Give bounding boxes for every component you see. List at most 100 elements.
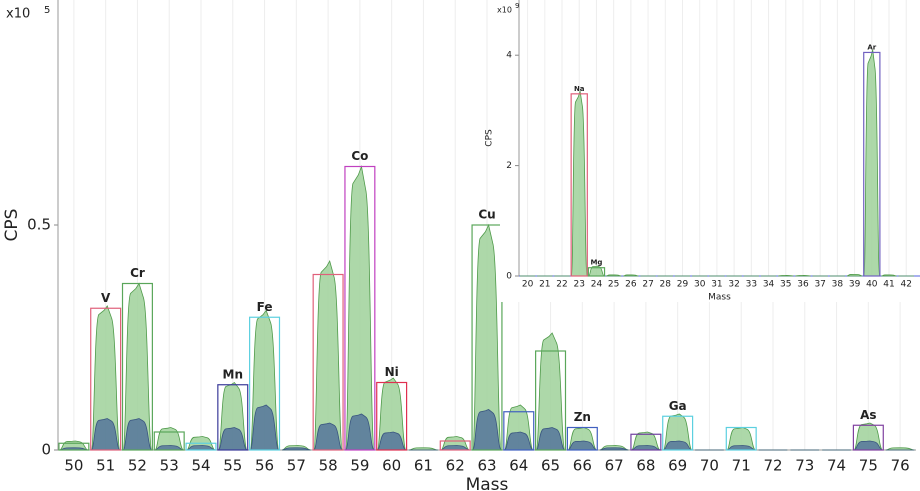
scale-base: x10 (497, 6, 512, 15)
peak (853, 440, 883, 451)
x-tick-label: 65 (541, 457, 560, 475)
x-tick-label: 60 (382, 457, 401, 475)
peak (376, 377, 407, 451)
peak (154, 427, 184, 451)
peak-box (566, 426, 598, 451)
peak (90, 418, 121, 451)
scale-exponent: 9 (515, 2, 519, 10)
peak (313, 259, 343, 451)
peak-box (630, 433, 662, 451)
x-tick-label: 36 (797, 280, 809, 290)
peak-box (185, 442, 217, 451)
x-tick-label: 29 (677, 280, 689, 290)
peak-box (471, 224, 503, 451)
peak (535, 427, 566, 451)
peak (846, 273, 863, 277)
x-tick-label: 67 (605, 457, 624, 475)
peak (249, 404, 280, 451)
x-tick-label: 68 (636, 457, 655, 475)
x-tick-label: 53 (160, 457, 179, 475)
peak (154, 445, 184, 451)
peak (345, 165, 375, 451)
peak (282, 447, 311, 451)
x-tick-label: 37 (814, 280, 825, 290)
x-tick-label: 28 (660, 280, 672, 290)
element-label: Mn (223, 367, 243, 381)
peak-box (90, 307, 122, 451)
peak-box (376, 381, 408, 451)
y-tick-label: 0 (41, 441, 51, 459)
x-tick-label: 57 (287, 457, 306, 475)
x-tick-label: 72 (763, 457, 782, 475)
peak (795, 275, 811, 277)
peak-box (662, 415, 694, 451)
peak (567, 440, 597, 451)
peak (571, 90, 588, 277)
peak (345, 413, 375, 451)
element-label: Ar (867, 43, 876, 51)
peak (588, 265, 605, 277)
peak (605, 274, 622, 277)
x-tick-label: 32 (728, 280, 739, 290)
x-tick-label: 26 (625, 280, 637, 290)
y-tick-label: 0.5 (27, 216, 51, 234)
x-tick-label: 62 (446, 457, 465, 475)
peak (472, 409, 502, 451)
x-tick-label: 76 (891, 457, 910, 475)
peak (504, 431, 534, 451)
peak-box (535, 350, 567, 451)
element-label: Ni (385, 365, 399, 379)
peak (662, 413, 693, 451)
peak (313, 422, 343, 451)
x-tick-label: 41 (883, 280, 894, 290)
peak (122, 418, 153, 451)
element-label: Zn (574, 410, 591, 424)
peak (599, 447, 629, 451)
peak (631, 445, 661, 451)
x-tick-label: 38 (832, 280, 844, 290)
element-label: V (101, 291, 111, 305)
x-tick-label: 40 (866, 280, 878, 290)
peak (535, 332, 566, 451)
scale-base: x10 (6, 7, 30, 22)
peak-box (725, 426, 757, 451)
x-tick-label: 64 (509, 457, 528, 475)
x-tick-label: 42 (901, 280, 912, 290)
peak (440, 445, 470, 451)
x-tick-label: 66 (573, 457, 592, 475)
peak-box (587, 267, 606, 277)
inset-panel: 20 21 22 23 24 25 26 27 28 29 30 31 32 33 34 35 36 37 38 39… (485, 0, 920, 303)
x-tick-label: 25 (608, 280, 619, 290)
x-tick-label: 23 (574, 280, 585, 290)
y-tick-label: 0 (506, 272, 512, 282)
element-label: Ga (669, 399, 687, 413)
x-tick-label: 35 (780, 280, 791, 290)
peak (90, 305, 121, 451)
y-axis-title: CPS (485, 129, 495, 147)
scale-exponent: 5 (44, 5, 50, 16)
element-label: Fe (257, 300, 273, 314)
peak-box (570, 93, 588, 277)
x-tick-label: 69 (668, 457, 687, 475)
x-tick-label: 74 (827, 457, 846, 475)
x-tick-label: 59 (350, 457, 369, 475)
peak-box (121, 282, 153, 451)
y-axis-title: CPS (2, 209, 22, 242)
y-tick-label: 4 (506, 51, 512, 61)
x-tick-label: 54 (191, 457, 210, 475)
element-label: Cr (130, 266, 145, 280)
x-tick-label: 73 (795, 457, 814, 475)
x-tick-label: 27 (642, 280, 653, 290)
x-tick-label: 31 (711, 280, 722, 290)
x-tick-label: 61 (414, 457, 433, 475)
peak-box (153, 431, 185, 451)
x-tick-label: 50 (64, 457, 83, 475)
element-label: Mg (590, 259, 602, 267)
peak (863, 49, 880, 277)
peak-box (852, 424, 884, 451)
x-tick-label: 20 (522, 280, 534, 290)
peak (623, 274, 639, 277)
peak-box (439, 440, 471, 451)
